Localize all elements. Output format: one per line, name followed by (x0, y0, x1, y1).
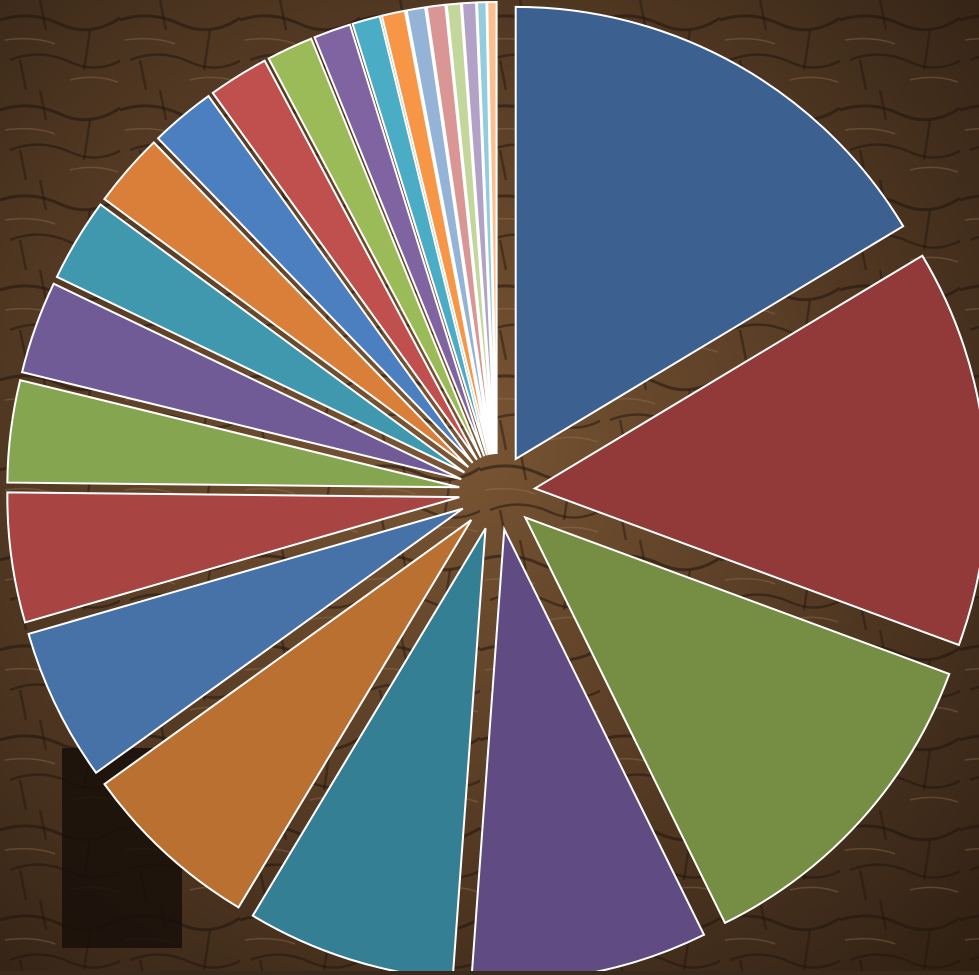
pie-slice-21 (445, 2, 495, 455)
pie-slice-15 (267, 37, 482, 459)
pie-slice-6 (103, 519, 473, 909)
pie-slice-10 (20, 282, 462, 481)
pie-slice-20 (425, 3, 494, 455)
pie-slice-12 (102, 141, 470, 468)
pie-slice-11 (55, 203, 466, 474)
pie-slice-1 (514, 5, 905, 461)
pie-slice-18 (380, 9, 490, 456)
pie-slice-19 (405, 6, 492, 455)
pie-slice-5 (251, 527, 487, 975)
pie-slice-16 (313, 23, 486, 457)
pie-slice-14 (211, 59, 478, 461)
pie-slice-9 (6, 378, 460, 489)
pie-slice-3 (523, 515, 951, 925)
pie-slice-7 (27, 507, 464, 775)
pie-slice-2 (532, 254, 979, 647)
pie-slice-24 (486, 0, 498, 455)
pie-slice-17 (351, 15, 488, 456)
pie-slices (6, 0, 979, 975)
pie-slice-8 (6, 491, 460, 624)
pie-slice-13 (156, 94, 474, 464)
